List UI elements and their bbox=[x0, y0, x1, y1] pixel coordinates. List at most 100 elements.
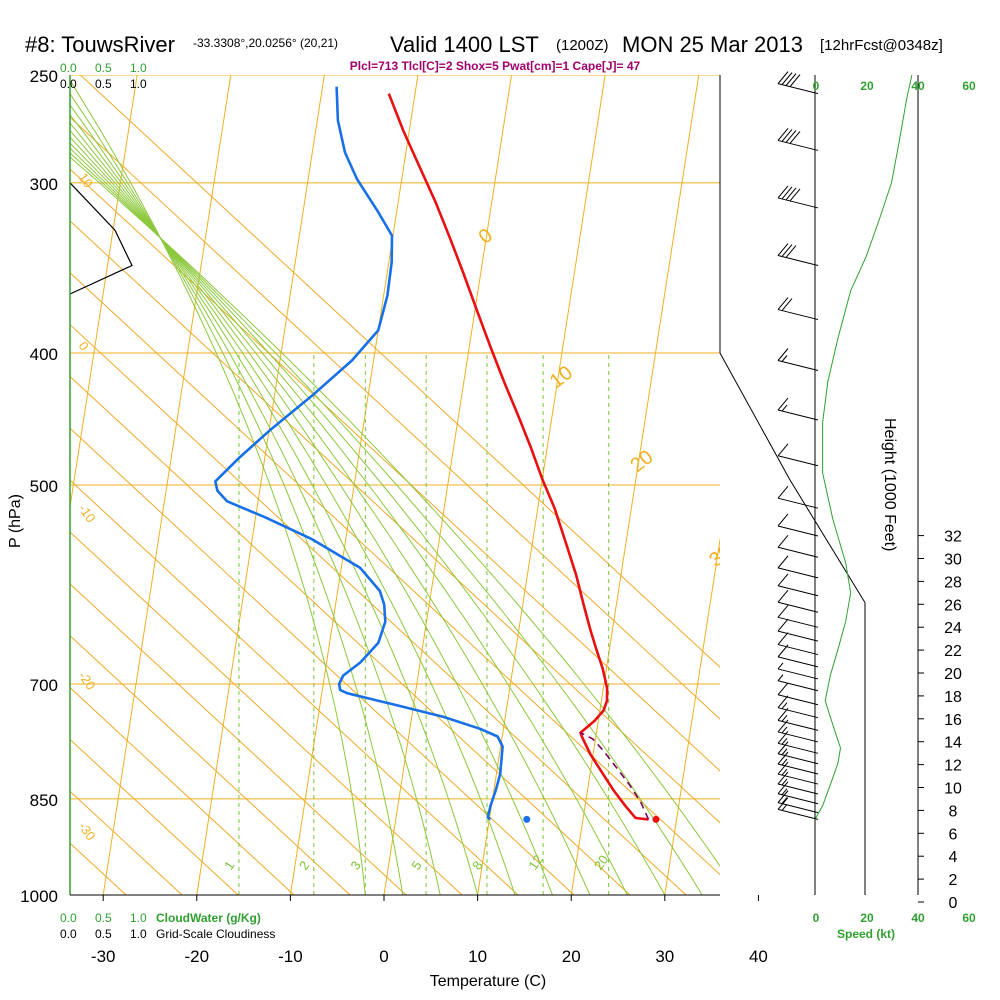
wind-barb-half-feather bbox=[781, 797, 788, 804]
wind-barb-shaft bbox=[777, 644, 819, 656]
wind-barb-feather bbox=[785, 130, 797, 143]
wind-barb-feather bbox=[789, 74, 801, 87]
cloudwater-tick-1: 0.5 bbox=[95, 61, 112, 75]
wind-barb-shaft bbox=[777, 616, 819, 628]
wind-barb-feather bbox=[777, 618, 789, 632]
wind-barb-feather bbox=[777, 573, 789, 587]
wind-barb bbox=[777, 348, 819, 371]
height-tick-label: 2 bbox=[949, 872, 958, 889]
wind-barb-half-feather bbox=[781, 778, 788, 786]
wind-barb-shaft bbox=[777, 409, 819, 421]
cloudiness-bottom-tick-1: 0.5 bbox=[95, 927, 112, 941]
wind-barb-half-feather bbox=[777, 674, 784, 682]
dry-adiabat-line bbox=[70, 323, 687, 895]
wind-barb-half-feather bbox=[781, 768, 788, 776]
cloudwater-bottom-tick-2: 1.0 bbox=[130, 911, 147, 925]
dewpoint-surface-marker bbox=[523, 815, 531, 823]
x-tick-label: -10 bbox=[278, 947, 303, 966]
wind-barb bbox=[777, 555, 819, 579]
height-axis-label: Height (1000 Feet) bbox=[881, 418, 898, 551]
moist-adiabat-line bbox=[70, 92, 404, 895]
wind-barb-feather bbox=[777, 555, 789, 569]
wind-barb-shaft bbox=[777, 455, 819, 467]
wind-barb-feather bbox=[781, 129, 793, 142]
wind-barb-feather bbox=[777, 348, 789, 361]
wind-barb-shaft bbox=[777, 525, 819, 537]
dry-adiabat-line bbox=[0, 75, 14, 895]
isotherm-label: -10 bbox=[76, 501, 99, 525]
wind-barb-feather bbox=[777, 741, 789, 755]
y-tick-label: 500 bbox=[30, 477, 58, 496]
wind-barb-shaft bbox=[777, 255, 819, 266]
mixing-ratio-label: 1 bbox=[221, 858, 237, 873]
height-tick-label: 20 bbox=[944, 666, 962, 683]
dry-adiabat-line bbox=[70, 738, 239, 895]
speed-top-tick-0: 0 bbox=[813, 79, 820, 93]
height-tick-label: 18 bbox=[944, 689, 962, 706]
temperature-trace bbox=[387, 93, 649, 821]
isotherm-line bbox=[477, 75, 606, 895]
cloudiness-profile bbox=[69, 182, 133, 295]
height-tick-label: 24 bbox=[944, 620, 962, 637]
wind-barb-feather bbox=[777, 790, 789, 803]
wind-barb-feather bbox=[777, 761, 789, 775]
dry-adiabat-line bbox=[70, 116, 720, 720]
cloudiness-tick-1: 0.5 bbox=[95, 77, 112, 91]
wind-barb bbox=[777, 708, 819, 731]
wind-barb-shaft bbox=[777, 309, 819, 321]
wind-barb-shaft bbox=[777, 719, 819, 731]
dewpoint-trace bbox=[214, 86, 504, 821]
mixing-ratio-label: 5 bbox=[408, 858, 424, 873]
speed-bottom-tick-3: 60 bbox=[962, 911, 976, 925]
x-tick-label: 20 bbox=[562, 947, 581, 966]
wind-barb-feather bbox=[789, 188, 801, 202]
wind-barb-feather bbox=[777, 71, 789, 84]
mixing-ratio-label: 20 bbox=[591, 852, 612, 872]
dry-adiabat-line bbox=[70, 220, 720, 824]
wind-barb-shaft bbox=[777, 601, 819, 613]
wind-barb-feather bbox=[777, 513, 789, 527]
wind-barb bbox=[777, 397, 819, 421]
moist-adiabat-line bbox=[70, 136, 591, 895]
y-axis-label: P (hPa) bbox=[7, 494, 24, 548]
wind-barb-shaft bbox=[777, 546, 819, 558]
y-tick-label: 1000 bbox=[20, 887, 58, 906]
speed-bottom-tick-2: 40 bbox=[911, 911, 925, 925]
speed-top-tick-3: 60 bbox=[962, 79, 976, 93]
isotherm-label: 20 bbox=[626, 446, 657, 477]
speed-top-tick-2: 40 bbox=[911, 79, 925, 93]
wind-barb bbox=[777, 297, 819, 321]
y-tick-label: 300 bbox=[30, 175, 58, 194]
wind-barb-feather bbox=[777, 534, 789, 548]
wind-barb-shaft bbox=[777, 630, 819, 642]
dry-adiabat-line bbox=[80, 75, 720, 668]
isotherm-line bbox=[758, 75, 886, 895]
moist-adiabat-line bbox=[70, 114, 479, 895]
height-tick-label: 4 bbox=[949, 849, 958, 866]
wind-barb-shaft bbox=[777, 585, 819, 597]
wind-barb-half-feather bbox=[781, 748, 788, 756]
wind-barb-feather bbox=[789, 131, 801, 144]
cloudiness-tick-2: 1.0 bbox=[130, 77, 147, 91]
wind-barb bbox=[777, 790, 819, 814]
wind-barb bbox=[777, 589, 819, 613]
wind-barb bbox=[777, 695, 819, 719]
wind-barb-feather bbox=[777, 730, 789, 744]
tropopause-boundary bbox=[719, 352, 866, 603]
wind-barb bbox=[777, 682, 819, 706]
moist-adiabat-line bbox=[70, 79, 366, 895]
wind-barb-shaft bbox=[777, 808, 819, 820]
wind-barb bbox=[777, 443, 819, 467]
wind-barb-feather bbox=[777, 297, 789, 310]
mixing-ratio-label: 12 bbox=[525, 852, 546, 872]
wind-barb-feather bbox=[777, 682, 789, 696]
cloud-scale-bottom: 0.0 0.5 1.0 CloudWater (g/Kg) 0.0 0.5 1.… bbox=[60, 911, 275, 941]
isotherm-label: -30 bbox=[76, 819, 99, 843]
isotherm-label: 10 bbox=[76, 170, 97, 190]
wind-barb-half-feather bbox=[781, 702, 788, 710]
x-tick-label: 40 bbox=[749, 947, 768, 966]
wind-barb-half-feather bbox=[781, 355, 788, 362]
cloudiness-label: Grid-Scale Cloudiness bbox=[156, 927, 275, 941]
height-tick-label: 12 bbox=[944, 758, 962, 775]
speed-label: Speed (kt) bbox=[837, 927, 895, 941]
